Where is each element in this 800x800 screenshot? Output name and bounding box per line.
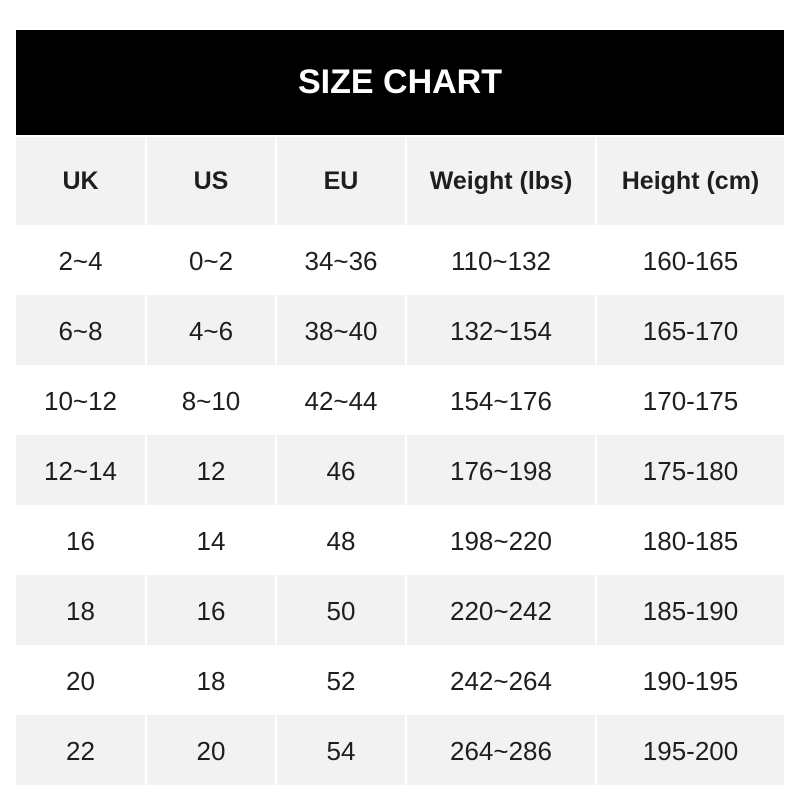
table-cell: 12: [145, 435, 276, 505]
table-cell: 6~8: [16, 295, 146, 365]
table-cell: 195-200: [595, 715, 784, 785]
table-cell: 154~176: [405, 365, 596, 435]
header-row: UK US EU Weight (lbs) Height (cm): [16, 137, 784, 225]
table-cell: 132~154: [405, 295, 596, 365]
table-row: 16 14 48 198~220 180-185: [16, 505, 784, 575]
table-cell: 175-180: [595, 435, 784, 505]
table-cell: 18: [16, 575, 146, 645]
table-cell: 46: [275, 435, 406, 505]
table-row: 12~14 12 46 176~198 175-180: [16, 435, 784, 505]
table-cell: 22: [16, 715, 146, 785]
table-row: 22 20 54 264~286 195-200: [16, 715, 784, 785]
table-cell: 190-195: [595, 645, 784, 715]
table-cell: 16: [66, 525, 95, 556]
table-cell: 12~14: [16, 435, 146, 505]
column-header: EU: [275, 137, 406, 225]
table-cell: 176~198: [405, 435, 596, 505]
column-header: UK: [16, 137, 146, 225]
table-cell: 10~12: [43, 385, 118, 416]
column-header: US: [145, 137, 276, 225]
table-cell: 38~40: [275, 295, 406, 365]
table-cell: 20: [145, 715, 276, 785]
table-cell: 52: [275, 645, 406, 715]
table-cell: 42~44: [275, 365, 406, 435]
table-cell: 110~132: [405, 225, 596, 295]
table-row: 10~12 8~10 42~44 154~176 170-175: [16, 365, 784, 435]
table-cell: 16: [145, 575, 276, 645]
table-cell: 2~4: [58, 245, 103, 276]
table-cell: 20: [66, 665, 95, 696]
table-cell: 220~242: [405, 575, 596, 645]
table-cell: 165-170: [595, 295, 784, 365]
size-chart-table: UK US EU Weight (lbs) Height (cm) 2~4 0~2 34~3…: [16, 137, 784, 785]
table-cell: 0~2: [145, 225, 276, 295]
table-cell: 48: [275, 505, 406, 575]
column-header: Height (cm): [595, 137, 784, 225]
table-cell: 54: [275, 715, 406, 785]
size-chart-title: SIZE CHART: [16, 30, 784, 135]
table-cell: 264~286: [405, 715, 596, 785]
table-cell: 198~220: [405, 505, 596, 575]
table-cell: 180-185: [595, 505, 784, 575]
table-cell: 160-165: [595, 225, 784, 295]
table-row: 18 16 50 220~242 185-190: [16, 575, 784, 645]
table-cell: 4~6: [145, 295, 276, 365]
table-cell: 185-190: [595, 575, 784, 645]
table-cell: 8~10: [145, 365, 276, 435]
table-cell: 34~36: [275, 225, 406, 295]
table-cell: 18: [145, 645, 276, 715]
table-row: 20 18 52 242~264 190-195: [16, 645, 784, 715]
table-cell: 242~264: [405, 645, 596, 715]
table-cell: 14: [145, 505, 276, 575]
table-row: 6~8 4~6 38~40 132~154 165-170: [16, 295, 784, 365]
table-row: 2~4 0~2 34~36 110~132 160-165: [16, 225, 784, 295]
table-cell: 170-175: [595, 365, 784, 435]
table-cell: 50: [275, 575, 406, 645]
column-header: Weight (lbs): [405, 137, 596, 225]
